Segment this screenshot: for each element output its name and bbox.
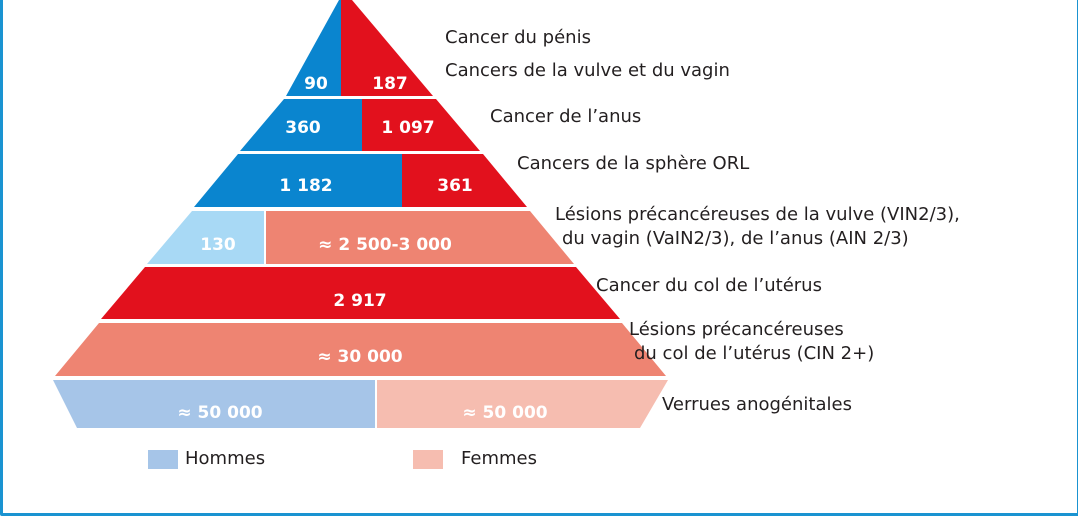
label-precancer-vin-line1: Lésions précancéreuses de la vulve (VIN2… <box>555 204 960 225</box>
value-warts-women: ≈ 50 000 <box>462 403 547 423</box>
segment-precancer-vin-women <box>266 211 574 264</box>
value-precancer-vin-women: ≈ 2 500-3 000 <box>318 235 452 255</box>
value-orl-women: 361 <box>437 176 473 196</box>
segment-penis-vulva-men <box>286 0 341 96</box>
value-precancer-vin-men: 130 <box>200 235 236 255</box>
label-precancer-vin-line2: du vagin (VaIN2/3), de l’anus (AIN 2/3) <box>562 228 909 249</box>
legend-label-men: Hommes <box>185 448 266 469</box>
label-orl-cancer: Cancers de la sphère ORL <box>517 153 750 174</box>
segment-precancer-vin-men <box>147 211 264 264</box>
segment-anus-men <box>240 99 362 151</box>
value-cervical-cancer: 2 917 <box>333 291 386 311</box>
label-cervical-cancer: Cancer du col de l’utérus <box>596 275 822 296</box>
value-anus-men: 360 <box>285 118 321 138</box>
label-precancer-cin-line2: du col de l’utérus (CIN 2+) <box>634 343 875 364</box>
legend-swatch-men <box>148 450 178 469</box>
segment-cervical-cancer-women <box>101 267 620 319</box>
value-penis-men: 90 <box>304 74 328 94</box>
segment-penis-vulva-women <box>341 0 433 96</box>
segment-orl-men <box>194 154 402 207</box>
label-anus-cancer: Cancer de l’anus <box>490 106 642 127</box>
segment-anus-women <box>362 99 480 151</box>
legend-label-women: Femmes <box>461 448 537 469</box>
value-vulva-vagina-women: 187 <box>372 74 408 94</box>
label-precancer-cin-line1: Lésions précancéreuses <box>629 319 844 340</box>
value-anus-women: 1 097 <box>381 118 434 138</box>
segment-warts-women <box>377 380 668 428</box>
segment-precancer-cin-women <box>55 323 666 376</box>
label-vulva-vagina-cancer: Cancers de la vulve et du vagin <box>445 60 730 81</box>
value-orl-men: 1 182 <box>279 176 332 196</box>
segment-orl-women <box>402 154 527 207</box>
value-precancer-cin: ≈ 30 000 <box>317 347 402 367</box>
label-anogenital-warts: Verrues anogénitales <box>662 394 852 415</box>
segment-warts-men <box>53 380 375 428</box>
value-warts-men: ≈ 50 000 <box>177 403 262 423</box>
legend-swatch-women <box>413 450 443 469</box>
label-penis-cancer: Cancer du pénis <box>445 27 591 48</box>
